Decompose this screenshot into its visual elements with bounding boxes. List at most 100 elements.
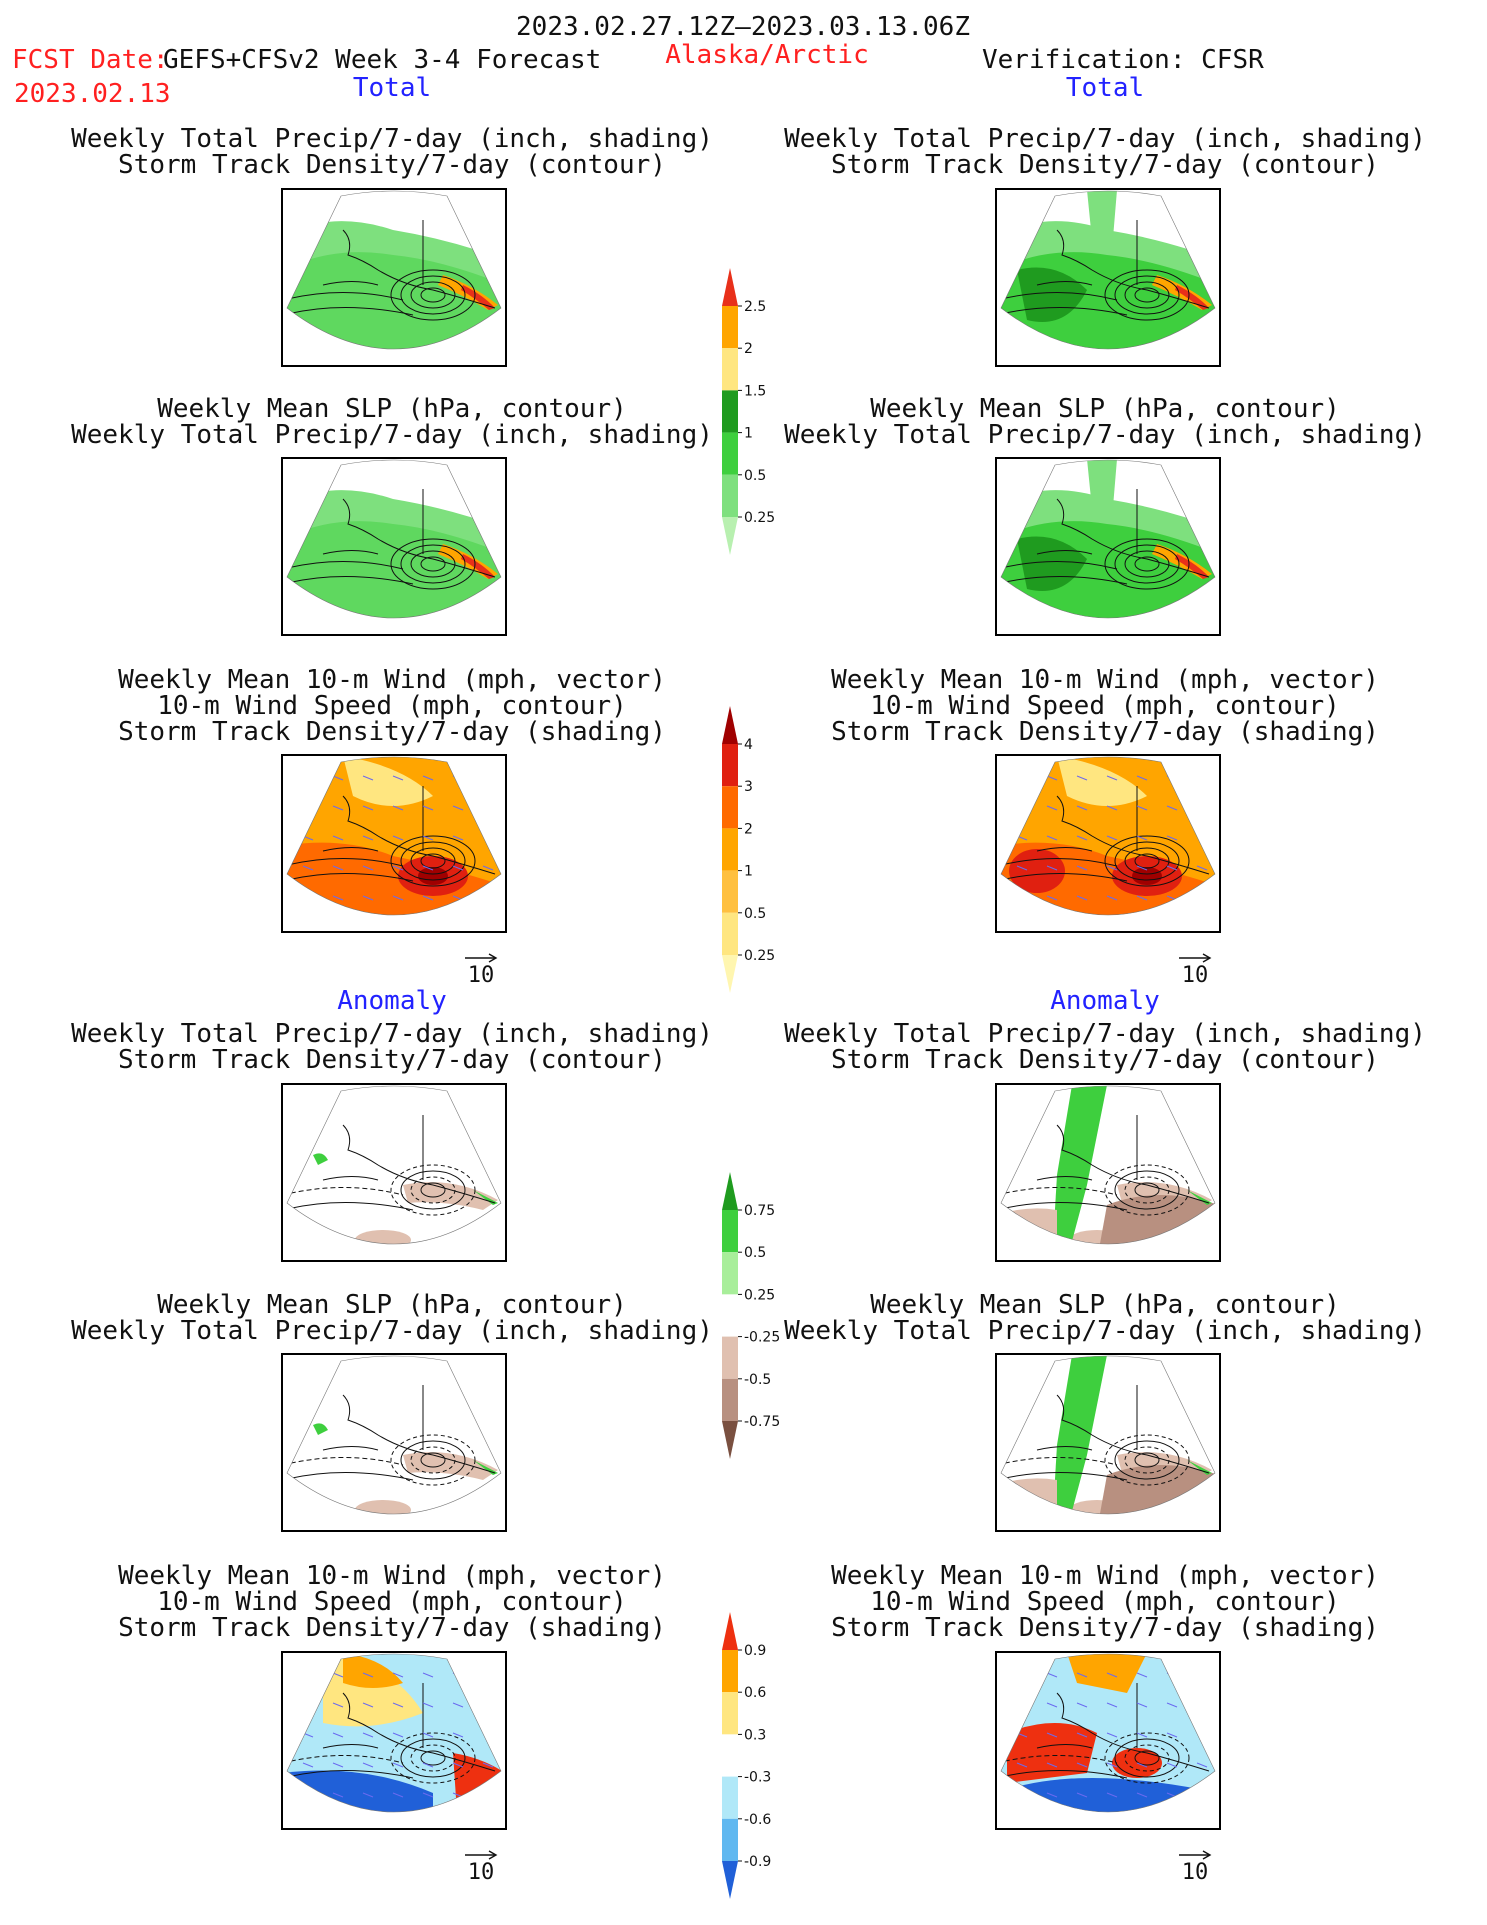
colorbar-label: -0.3 <box>744 1770 771 1786</box>
total-right-wind-map <box>995 754 1221 933</box>
colorbar-swatch <box>722 1734 738 1777</box>
total-right-wind-title: Weekly Mean 10-m Wind (mph, vector) 10-m … <box>831 667 1379 745</box>
total-left-wind-title: Weekly Mean 10-m Wind (mph, vector) 10-m … <box>118 667 666 745</box>
colorbar-label: 0.25 <box>744 948 775 964</box>
model-label: GEFS+CFSv2 Week 3-4 Forecast <box>163 45 602 75</box>
title-line: Storm Track Density/7-day (contour) <box>831 1045 1379 1075</box>
vector-reference-value: 10 <box>1181 963 1209 988</box>
total-right-slp-title: Weekly Mean SLP (hPa, contour) Weekly Tot… <box>784 396 1426 448</box>
colorbar-swatch <box>722 1378 738 1421</box>
vector-reference: 10 <box>461 953 501 988</box>
title-line: Weekly Mean 10-m Wind (mph, vector) <box>831 1561 1379 1591</box>
anomaly-left-slp-map <box>281 1353 507 1532</box>
colorbar-label: 2 <box>744 341 753 357</box>
date-range: 2023.02.27.12Z–2023.03.13.06Z <box>516 12 970 42</box>
colorbar-swatch <box>722 268 738 306</box>
section-anomaly-right: Anomaly <box>1050 986 1160 1016</box>
vector-reference-value: 10 <box>467 1860 495 1885</box>
verification-label: Verification: CFSR <box>982 45 1264 75</box>
arrow-right-icon <box>465 1850 498 1860</box>
section-total-left: Total <box>352 73 432 103</box>
colorbar-swatch <box>722 1294 738 1337</box>
colorbar-label: -0.75 <box>744 1414 780 1430</box>
title-line: Weekly Mean 10-m Wind (mph, vector) <box>118 665 666 695</box>
colorbar-swatch <box>722 828 738 871</box>
colorbar-label: 1 <box>744 426 753 442</box>
colorbar-label: 1 <box>744 864 753 880</box>
colorbar-swatch <box>722 306 738 349</box>
colorbar-swatch <box>722 348 738 391</box>
colorbar-swatch <box>722 1818 738 1861</box>
colorbar-swatch <box>722 1421 738 1459</box>
title-line: Weekly Total Precip/7-day (inch, shading… <box>784 1019 1426 1049</box>
colorbar-label: 4 <box>744 737 753 753</box>
colorbar-label: 0.25 <box>744 1287 775 1303</box>
colorbar-swatch <box>722 1650 738 1693</box>
title-line: 10-m Wind Speed (mph, contour) <box>157 1587 627 1617</box>
total-left-wind-map <box>281 754 507 933</box>
title-line: Weekly Total Precip/7-day (inch, shading… <box>71 420 713 450</box>
arrow-right-icon <box>1179 1850 1212 1860</box>
total-right-precip-title: Weekly Total Precip/7-day (inch, shading… <box>784 126 1426 178</box>
anomaly-right-wind-map <box>995 1651 1221 1830</box>
title-line: Storm Track Density/7-day (shading) <box>118 717 666 747</box>
title-line: Storm Track Density/7-day (contour) <box>831 150 1379 180</box>
title-line: Weekly Total Precip/7-day (inch, shading… <box>784 1316 1426 1346</box>
colorbar-swatch <box>722 706 738 744</box>
colorbar-swatch <box>722 1336 738 1379</box>
vector-reference-value: 10 <box>1181 1860 1209 1885</box>
vector-reference-value: 10 <box>467 963 495 988</box>
title-line: Storm Track Density/7-day (shading) <box>831 1613 1379 1643</box>
title-line: Storm Track Density/7-day (contour) <box>118 1045 666 1075</box>
vector-reference: 10 <box>461 1850 501 1885</box>
anomaly-right-slp-title: Weekly Mean SLP (hPa, contour) Weekly Tot… <box>784 1292 1426 1344</box>
arrow-right-icon <box>1179 953 1212 963</box>
colorbar-precip-anom: 0.75 0.5 0.25 -0.25 -0.5 -0.75 <box>722 1172 802 1459</box>
title-line: 10-m Wind Speed (mph, contour) <box>870 691 1340 721</box>
anomaly-right-wind-title: Weekly Mean 10-m Wind (mph, vector) 10-m … <box>831 1563 1379 1641</box>
colorbar-swatch <box>722 517 738 555</box>
colorbar-swatch <box>722 1692 738 1735</box>
colorbar-label: -0.25 <box>744 1330 780 1346</box>
title-line: Weekly Total Precip/7-day (inch, shading… <box>784 420 1426 450</box>
title-line: Storm Track Density/7-day (contour) <box>118 150 666 180</box>
colorbar-swatch <box>722 870 738 913</box>
fcst-date-label: FCST Date: <box>12 45 169 75</box>
colorbar-swatch <box>722 1172 738 1210</box>
anomaly-left-precip-map <box>281 1083 507 1262</box>
total-right-precip-map <box>995 188 1221 367</box>
colorbar-label: 0.5 <box>744 906 766 922</box>
title-line: Weekly Mean SLP (hPa, contour) <box>157 394 627 424</box>
anomaly-left-slp-title: Weekly Mean SLP (hPa, contour) Weekly Tot… <box>71 1292 713 1344</box>
colorbar-swatch <box>722 432 738 475</box>
colorbar-label: 0.25 <box>744 510 775 526</box>
colorbar-swatch <box>722 474 738 517</box>
colorbar-swatch <box>722 390 738 433</box>
title-line: Weekly Total Precip/7-day (inch, shading… <box>71 1019 713 1049</box>
title-line: Weekly Mean 10-m Wind (mph, vector) <box>118 1561 666 1591</box>
total-left-precip-map <box>281 188 507 367</box>
title-line: Weekly Mean SLP (hPa, contour) <box>870 394 1340 424</box>
colorbar-label: 0.3 <box>744 1727 766 1743</box>
colorbar-storm-total: 4 3 2 1 0.5 0.25 <box>722 706 802 993</box>
colorbar-storm-anom: 0.9 0.6 0.3 -0.3 -0.6 -0.9 <box>722 1612 802 1899</box>
colorbar-swatch <box>722 786 738 829</box>
title-line: Storm Track Density/7-day (shading) <box>831 717 1379 747</box>
colorbar-label: -0.5 <box>744 1372 771 1388</box>
colorbar-label: 2.5 <box>744 299 766 315</box>
anomaly-right-precip-map <box>995 1083 1221 1262</box>
colorbar-swatch <box>722 744 738 787</box>
title-line: Weekly Total Precip/7-day (inch, shading… <box>71 1316 713 1346</box>
title-line: Weekly Mean SLP (hPa, contour) <box>870 1290 1340 1320</box>
colorbar-label: 2 <box>744 821 753 837</box>
title-line: 10-m Wind Speed (mph, contour) <box>870 1587 1340 1617</box>
colorbar-label: 0.9 <box>744 1643 766 1659</box>
title-line: Weekly Total Precip/7-day (inch, shading… <box>71 124 713 154</box>
title-line: Weekly Total Precip/7-day (inch, shading… <box>784 124 1426 154</box>
colorbar-label: -0.9 <box>744 1854 771 1870</box>
total-left-slp-title: Weekly Mean SLP (hPa, contour) Weekly Tot… <box>71 396 713 448</box>
total-left-precip-title: Weekly Total Precip/7-day (inch, shading… <box>71 126 713 178</box>
title-line: 10-m Wind Speed (mph, contour) <box>157 691 627 721</box>
arrow-right-icon <box>465 953 498 963</box>
total-right-slp-map <box>995 457 1221 636</box>
